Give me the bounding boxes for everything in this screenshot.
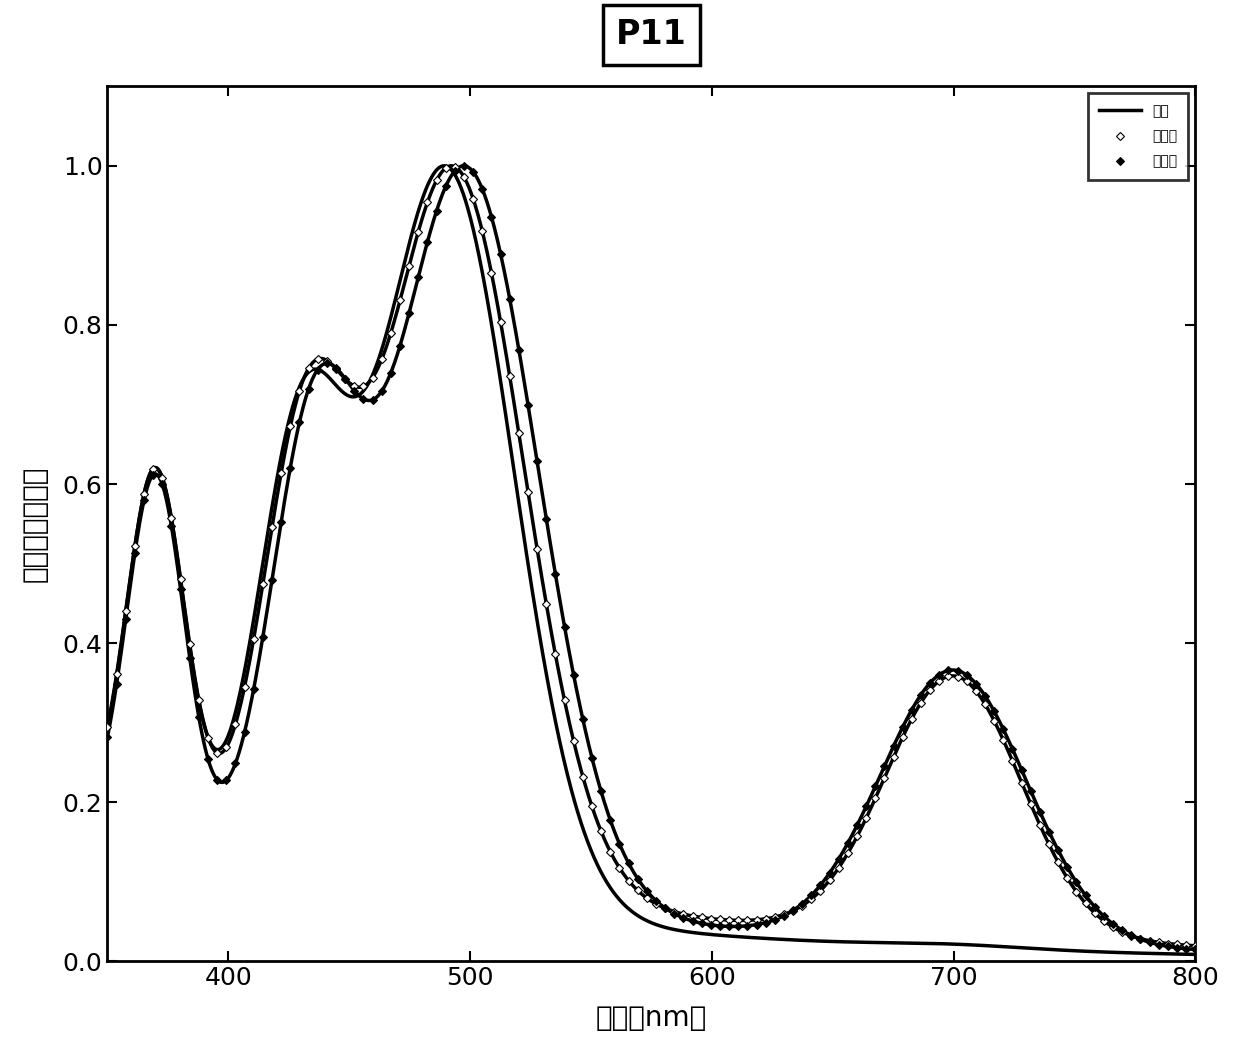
苯甲腥 [968, 677, 983, 690]
Line: 苯甲醚: 苯甲醚 [104, 164, 1198, 949]
甲苯 [155, 474, 170, 486]
苯甲腥 [456, 159, 471, 172]
Y-axis label: 归一化的吸收值: 归一化的吸收值 [21, 465, 48, 582]
甲苯 [100, 722, 115, 735]
苯甲醚 [1188, 939, 1203, 952]
X-axis label: 波长（nm）: 波长（nm） [595, 1005, 707, 1032]
甲苯 [1156, 948, 1171, 960]
苯甲醚 [1161, 937, 1176, 950]
苯甲醚 [100, 720, 115, 733]
苯甲腥 [1188, 943, 1203, 956]
苯甲醚 [393, 294, 408, 306]
甲苯 [957, 938, 972, 951]
苯甲醚 [713, 913, 728, 926]
Legend: 甲苯, 苯甲醚, 苯甲腥: 甲苯, 苯甲醚, 苯甲腥 [1089, 94, 1188, 180]
苯甲醚 [329, 362, 343, 375]
Line: 苯甲腥: 苯甲腥 [104, 163, 1198, 952]
苯甲醚 [859, 812, 874, 824]
甲苯 [630, 909, 645, 921]
苯甲醚 [448, 160, 463, 173]
甲苯 [436, 159, 451, 172]
苯甲腥 [100, 731, 115, 743]
苯甲醚 [968, 684, 983, 697]
Line: 甲苯: 甲苯 [108, 165, 1195, 954]
甲苯 [1188, 948, 1203, 960]
苯甲腥 [1161, 940, 1176, 953]
苯甲腥 [859, 800, 874, 813]
苯甲腥 [393, 339, 408, 352]
甲苯 [1157, 948, 1172, 960]
甲苯 [600, 878, 615, 891]
苯甲腥 [713, 919, 728, 932]
Text: P11: P11 [616, 18, 687, 52]
苯甲腥 [329, 361, 343, 374]
